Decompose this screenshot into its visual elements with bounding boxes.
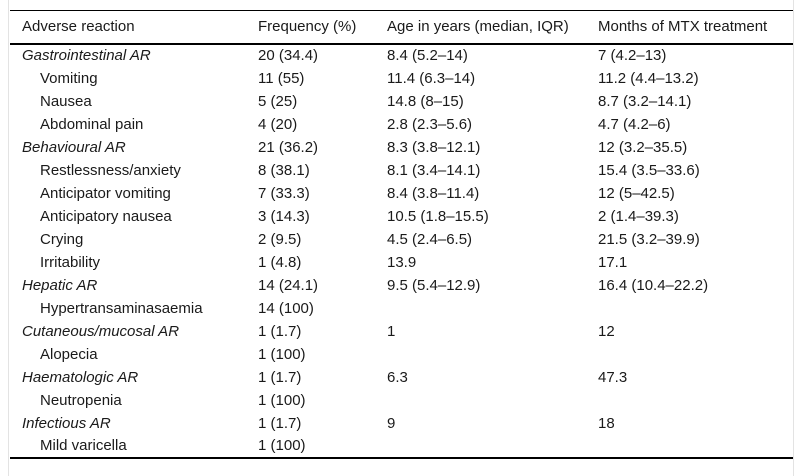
frequency-cell: 1 (100) xyxy=(258,437,306,454)
frequency-cell: 21 (36.2) xyxy=(258,138,319,156)
reaction-label-cell: Neutropenia xyxy=(40,391,122,409)
frequency-cell: 8 (38.1) xyxy=(258,161,310,179)
reaction-label-cell: Behavioural AR xyxy=(22,138,126,156)
category-row: Haematologic AR 1 (1.7) 6.3 47.3 xyxy=(10,366,793,389)
age-cell: 13.9 xyxy=(387,253,417,271)
age-cell: 8.3 (3.8–12.1) xyxy=(387,138,481,156)
age-cell: 4.5 (2.4–6.5) xyxy=(387,230,473,248)
months-cell: 2 (1.4–39.3) xyxy=(598,207,679,225)
age-cell xyxy=(387,389,598,412)
months-cell xyxy=(598,389,793,412)
age-cell: 2.8 (2.3–5.6) xyxy=(387,115,473,133)
table-body: Gastrointestinal AR 20 (34.4) 8.4 (5.2–14)… xyxy=(10,44,793,458)
adverse-reactions-table: Adverse reaction Frequency (%) Age in ye… xyxy=(10,10,793,459)
frequency-cell: 2 (9.5) xyxy=(258,230,302,248)
reaction-row: Abdominal pain 4 (20) 2.8 (2.3–5.6) 4.7 (4.… xyxy=(10,113,793,136)
months-cell: 4.7 (4.2–6) xyxy=(598,115,671,133)
frequency-cell: 1 (4.8) xyxy=(258,253,302,271)
reaction-row: Neutropenia 1 (100) xyxy=(10,389,793,412)
months-cell: 12 (3.2–35.5) xyxy=(598,138,688,156)
column-header-adverse-reaction: Adverse reaction xyxy=(22,18,135,36)
reaction-row: Restlessness/anxiety 8 (38.1) 8.1 (3.4–14.… xyxy=(10,159,793,182)
age-cell xyxy=(387,343,598,366)
column-header-age: Age in years (median, IQR) xyxy=(387,18,569,36)
reaction-label-cell: Alopecia xyxy=(40,345,98,363)
age-cell: 9 xyxy=(387,414,396,432)
frequency-cell: 4 (20) xyxy=(258,115,298,133)
age-cell: 14.8 (8–15) xyxy=(387,92,464,110)
frequency-cell: 14 (24.1) xyxy=(258,276,319,294)
reaction-label-cell: Vomiting xyxy=(40,69,98,87)
reaction-label-cell: Restlessness/anxiety xyxy=(40,161,181,179)
reaction-label-cell: Anticipator vomiting xyxy=(40,184,171,202)
frequency-cell: 1 (1.7) xyxy=(258,368,302,386)
months-cell: 11.2 (4.4–13.2) xyxy=(598,69,699,87)
reaction-label-cell: Nausea xyxy=(40,92,92,110)
frequency-cell: 1 (100) xyxy=(258,345,306,363)
reaction-row: Hypertransaminasaemia 14 (100) xyxy=(10,297,793,320)
reaction-label-cell: Hypertransaminasaemia xyxy=(40,299,203,317)
frequency-cell: 3 (14.3) xyxy=(258,207,310,225)
reaction-label-cell: Gastrointestinal AR xyxy=(22,47,151,64)
age-cell: 9.5 (5.4–12.9) xyxy=(387,276,481,294)
reaction-label-cell: Infectious AR xyxy=(22,414,111,432)
frequency-cell: 5 (25) xyxy=(258,92,298,110)
months-cell: 8.7 (3.2–14.1) xyxy=(598,92,692,110)
frequency-cell: 11 (55) xyxy=(258,69,305,87)
reaction-label-cell: Abdominal pain xyxy=(40,115,144,133)
age-cell xyxy=(387,435,598,458)
months-cell: 7 (4.2–13) xyxy=(598,47,667,64)
reaction-row: Anticipator vomiting 7 (33.3) 8.4 (3.8–11.… xyxy=(10,182,793,205)
column-header-months: Months of MTX treatment xyxy=(598,18,768,36)
age-cell: 1 xyxy=(387,322,396,340)
reaction-label-cell: Haematologic AR xyxy=(22,368,139,386)
months-cell: 12 (5–42.5) xyxy=(598,184,675,202)
reaction-label-cell: Hepatic AR xyxy=(22,276,98,294)
header-row: Adverse reaction Frequency (%) Age in ye… xyxy=(10,11,793,44)
category-row: Behavioural AR 21 (36.2) 8.3 (3.8–12.1) 12 … xyxy=(10,136,793,159)
age-cell: 6.3 xyxy=(387,368,408,386)
frequency-cell: 1 (100) xyxy=(258,391,306,409)
reaction-label-cell: Irritability xyxy=(40,253,101,271)
reaction-row: Mild varicella 1 (100) xyxy=(10,435,793,458)
reaction-row: Crying 2 (9.5) 4.5 (2.4–6.5) 21.5 (3.2–39.9… xyxy=(10,228,793,251)
reaction-row: Anticipatory nausea 3 (14.3) 10.5 (1.8–15.… xyxy=(10,205,793,228)
months-cell: 12 xyxy=(598,322,615,340)
months-cell: 15.4 (3.5–33.6) xyxy=(598,161,700,179)
category-row: Infectious AR 1 (1.7) 9 18 xyxy=(10,412,793,435)
reaction-row: Irritability 1 (4.8) 13.9 17.1 xyxy=(10,251,793,274)
months-cell xyxy=(598,343,793,366)
reaction-row: Alopecia 1 (100) xyxy=(10,343,793,366)
reaction-label-cell: Mild varicella xyxy=(40,437,127,454)
frequency-cell: 7 (33.3) xyxy=(258,184,310,202)
months-cell: 47.3 xyxy=(598,368,628,386)
months-cell: 17.1 xyxy=(598,253,628,271)
reaction-row: Vomiting 11 (55) 11.4 (6.3–14) 11.2 (4.4–13… xyxy=(10,67,793,90)
months-cell xyxy=(598,297,793,320)
age-cell: 11.4 (6.3–14) xyxy=(387,69,476,87)
age-cell xyxy=(387,297,598,320)
age-cell: 10.5 (1.8–15.5) xyxy=(387,207,489,225)
months-cell: 21.5 (3.2–39.9) xyxy=(598,230,700,248)
category-row: Gastrointestinal AR 20 (34.4) 8.4 (5.2–14)… xyxy=(10,44,793,67)
frequency-cell: 20 (34.4) xyxy=(258,47,319,64)
age-cell: 8.4 (3.8–11.4) xyxy=(387,184,480,202)
reaction-label-cell: Anticipatory nausea xyxy=(40,207,172,225)
frequency-cell: 1 (1.7) xyxy=(258,322,302,340)
column-header-frequency: Frequency (%) xyxy=(258,18,357,36)
frequency-cell: 14 (100) xyxy=(258,299,314,317)
months-cell: 16.4 (10.4–22.2) xyxy=(598,276,709,294)
reaction-row: Nausea 5 (25) 14.8 (8–15) 8.7 (3.2–14.1) xyxy=(10,90,793,113)
reaction-label-cell: Crying xyxy=(40,230,84,248)
reaction-label-cell: Cutaneous/mucosal AR xyxy=(22,322,180,340)
age-cell: 8.1 (3.4–14.1) xyxy=(387,161,481,179)
category-row: Cutaneous/mucosal AR 1 (1.7) 1 12 xyxy=(10,320,793,343)
months-cell: 18 xyxy=(598,414,615,432)
age-cell: 8.4 (5.2–14) xyxy=(387,47,468,64)
frequency-cell: 1 (1.7) xyxy=(258,414,302,432)
table-header: Adverse reaction Frequency (%) Age in ye… xyxy=(10,11,793,44)
months-cell xyxy=(598,435,793,458)
category-row: Hepatic AR 14 (24.1) 9.5 (5.4–12.9) 16.4 (1… xyxy=(10,274,793,297)
